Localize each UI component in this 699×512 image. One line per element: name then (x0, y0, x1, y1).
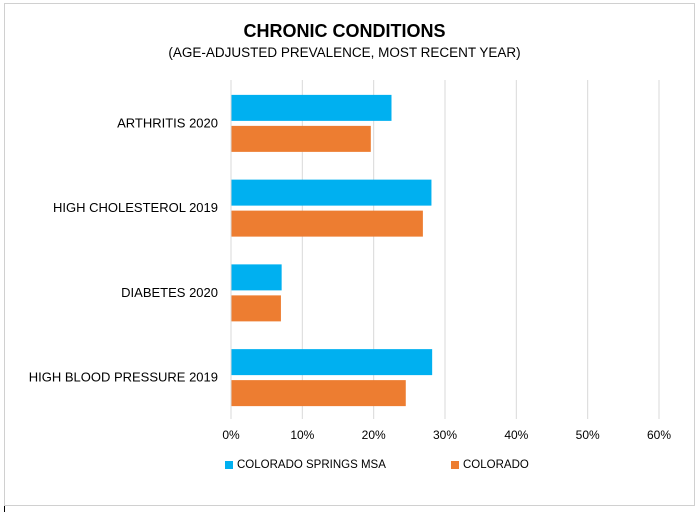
category-label: DIABETES 2020 (121, 285, 218, 300)
x-tick-label: 10% (290, 428, 314, 442)
bar (231, 380, 406, 407)
bar (231, 94, 392, 121)
x-tick-label: 50% (576, 428, 600, 442)
x-tick-label: 60% (647, 428, 671, 442)
chart-subtitle: (AGE-ADJUSTED PREVALENCE, MOST RECENT YE… (168, 45, 521, 60)
bar (231, 179, 432, 206)
chart-frame (4, 3, 695, 506)
x-tick-label: 0% (222, 428, 240, 442)
x-tick-label: 20% (362, 428, 386, 442)
bar (231, 210, 423, 237)
legend-item-colorado-springs-msa: COLORADO SPRINGS MSA (225, 459, 451, 471)
category-label: HIGH CHOLESTEROL 2019 (53, 200, 218, 215)
bar (231, 264, 282, 291)
x-tick-label: 30% (433, 428, 457, 442)
bar (231, 125, 371, 152)
legend-label-colorado-springs-msa: COLORADO SPRINGS MSA (237, 459, 386, 471)
category-label: ARTHRITIS 2020 (117, 115, 218, 130)
bar (231, 349, 433, 376)
edge-mark (4, 506, 5, 512)
legend-label-colorado: COLORADO (463, 459, 529, 471)
chart-title: CHRONIC CONDITIONS (243, 21, 446, 41)
legend-item-colorado: COLORADO (451, 459, 529, 471)
legend-swatch-colorado (451, 461, 459, 469)
legend-swatch-colorado-springs-msa (225, 461, 233, 469)
legend: COLORADO SPRINGS MSA COLORADO (225, 459, 529, 471)
bar (231, 295, 281, 322)
category-label: HIGH BLOOD PRESSURE 2019 (29, 370, 218, 385)
x-tick-label: 40% (504, 428, 528, 442)
